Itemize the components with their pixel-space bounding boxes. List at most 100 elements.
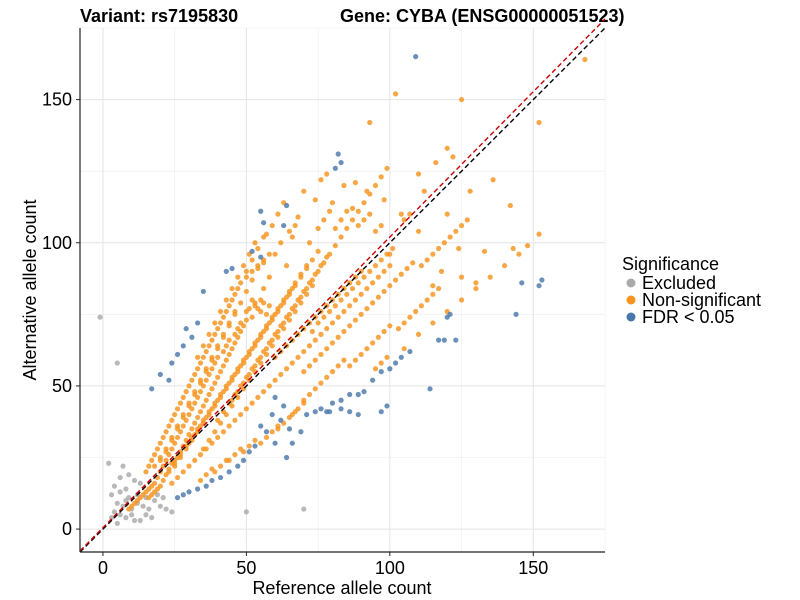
point-non-significant-513 (217, 463, 224, 469)
legend-label-non-significant: Non-significant (642, 290, 761, 310)
point-non-significant-411 (286, 311, 293, 317)
reference-line-identity (79, 27, 606, 553)
point-non-significant-247 (215, 417, 221, 423)
point-non-significant-13 (507, 202, 513, 209)
point-fdr-0-05-34 (226, 469, 232, 475)
point-non-significant-354 (332, 303, 338, 309)
point-non-significant-472 (401, 320, 407, 326)
point-excluded-27 (143, 512, 149, 518)
point-non-significant-327 (209, 386, 215, 392)
point-fdr-0-05-0 (413, 54, 419, 60)
point-non-significant-157 (358, 291, 364, 297)
point-non-significant-383 (404, 265, 410, 272)
point-non-significant-24 (381, 197, 387, 203)
point-non-significant-523 (430, 320, 436, 326)
point-non-significant-15 (438, 268, 445, 274)
point-non-significant-14 (510, 245, 516, 252)
point-non-significant-36 (272, 251, 278, 257)
point-non-significant-115 (238, 280, 244, 286)
point-non-significant-332 (195, 414, 201, 421)
point-non-significant-9 (421, 188, 427, 194)
point-fdr-0-05-11 (258, 254, 264, 260)
point-non-significant-39 (261, 285, 267, 292)
point-non-significant-377 (370, 300, 376, 306)
point-non-significant-449 (321, 217, 327, 223)
y-tick-label-0: 0 (62, 519, 72, 539)
point-excluded-39 (160, 495, 166, 501)
point-fdr-0-05-50 (361, 389, 367, 395)
point-non-significant-530 (524, 243, 531, 249)
point-non-significant-272 (180, 411, 186, 418)
point-non-significant-4 (367, 119, 373, 126)
point-fdr-0-05-57 (378, 409, 384, 415)
point-excluded-7 (108, 492, 115, 498)
point-non-significant-409 (275, 328, 281, 335)
point-non-significant-380 (387, 283, 393, 289)
point-non-significant-18 (481, 248, 488, 254)
point-non-significant-150 (318, 331, 324, 337)
reference-line-fit (79, 18, 606, 552)
point-fdr-0-05-56 (407, 348, 413, 355)
point-non-significant-159 (370, 280, 376, 286)
point-non-significant-528 (501, 263, 508, 269)
point-non-significant-91 (169, 417, 175, 423)
point-non-significant-98 (189, 377, 195, 383)
point-non-significant-505 (275, 423, 281, 429)
point-fdr-0-05-49 (355, 391, 361, 398)
point-non-significant-404 (246, 371, 252, 378)
point-fdr-0-05-9 (223, 268, 229, 274)
point-non-significant-58 (192, 400, 198, 406)
point-fdr-0-05-8 (229, 265, 235, 272)
point-non-significant-280 (226, 320, 232, 326)
point-non-significant-179 (249, 277, 255, 283)
point-fdr-0-05-60 (347, 409, 353, 415)
point-non-significant-318 (235, 334, 241, 340)
point-fdr-0-05-58 (384, 403, 390, 409)
point-non-significant-405 (252, 363, 258, 369)
point-fdr-0-05-24 (269, 411, 275, 418)
point-non-significant-504 (269, 429, 275, 435)
point-non-significant-353 (326, 308, 333, 315)
point-non-significant-82 (143, 469, 149, 475)
point-fdr-0-05-36 (209, 477, 215, 484)
point-excluded-23 (137, 480, 143, 486)
point-non-significant-375 (358, 311, 364, 317)
point-non-significant-146 (295, 354, 301, 360)
point-non-significant-510 (232, 452, 238, 458)
point-non-significant-503 (263, 434, 270, 441)
point-non-significant-88 (160, 434, 166, 441)
point-non-significant-268 (157, 457, 163, 463)
point-non-significant-457 (367, 211, 373, 217)
point-non-significant-485 (381, 328, 387, 335)
point-non-significant-349 (146, 495, 152, 501)
point-non-significant-20 (430, 283, 436, 289)
point-non-significant-271 (174, 423, 181, 429)
point-non-significant-142 (272, 377, 278, 383)
point-non-significant-279 (220, 331, 227, 337)
chart-title-variant: Variant: rs7195830 (80, 6, 238, 26)
point-non-significant-3 (392, 91, 399, 97)
point-non-significant-518 (372, 366, 379, 372)
point-excluded-28 (149, 515, 155, 521)
point-non-significant-100 (195, 366, 201, 372)
point-fdr-0-05-2 (338, 159, 344, 166)
point-non-significant-330 (200, 403, 206, 409)
point-fdr-0-05-15 (183, 326, 189, 332)
point-fdr-0-05-64 (441, 337, 447, 343)
point-non-significant-384 (410, 260, 416, 266)
point-non-significant-140 (261, 389, 267, 395)
point-non-significant-357 (349, 285, 356, 292)
point-non-significant-490 (318, 380, 324, 386)
point-non-significant-111 (226, 303, 232, 309)
point-non-significant-459 (378, 222, 384, 229)
legend-swatch-non-significant (626, 295, 636, 305)
point-excluded-2 (106, 460, 112, 466)
point-non-significant-293 (229, 374, 235, 380)
point-non-significant-306 (304, 263, 310, 269)
point-non-significant-408 (269, 337, 275, 343)
point-non-significant-49 (220, 348, 227, 355)
point-non-significant-455 (355, 222, 361, 229)
point-excluded-22 (131, 477, 138, 484)
point-non-significant-428 (384, 165, 390, 171)
